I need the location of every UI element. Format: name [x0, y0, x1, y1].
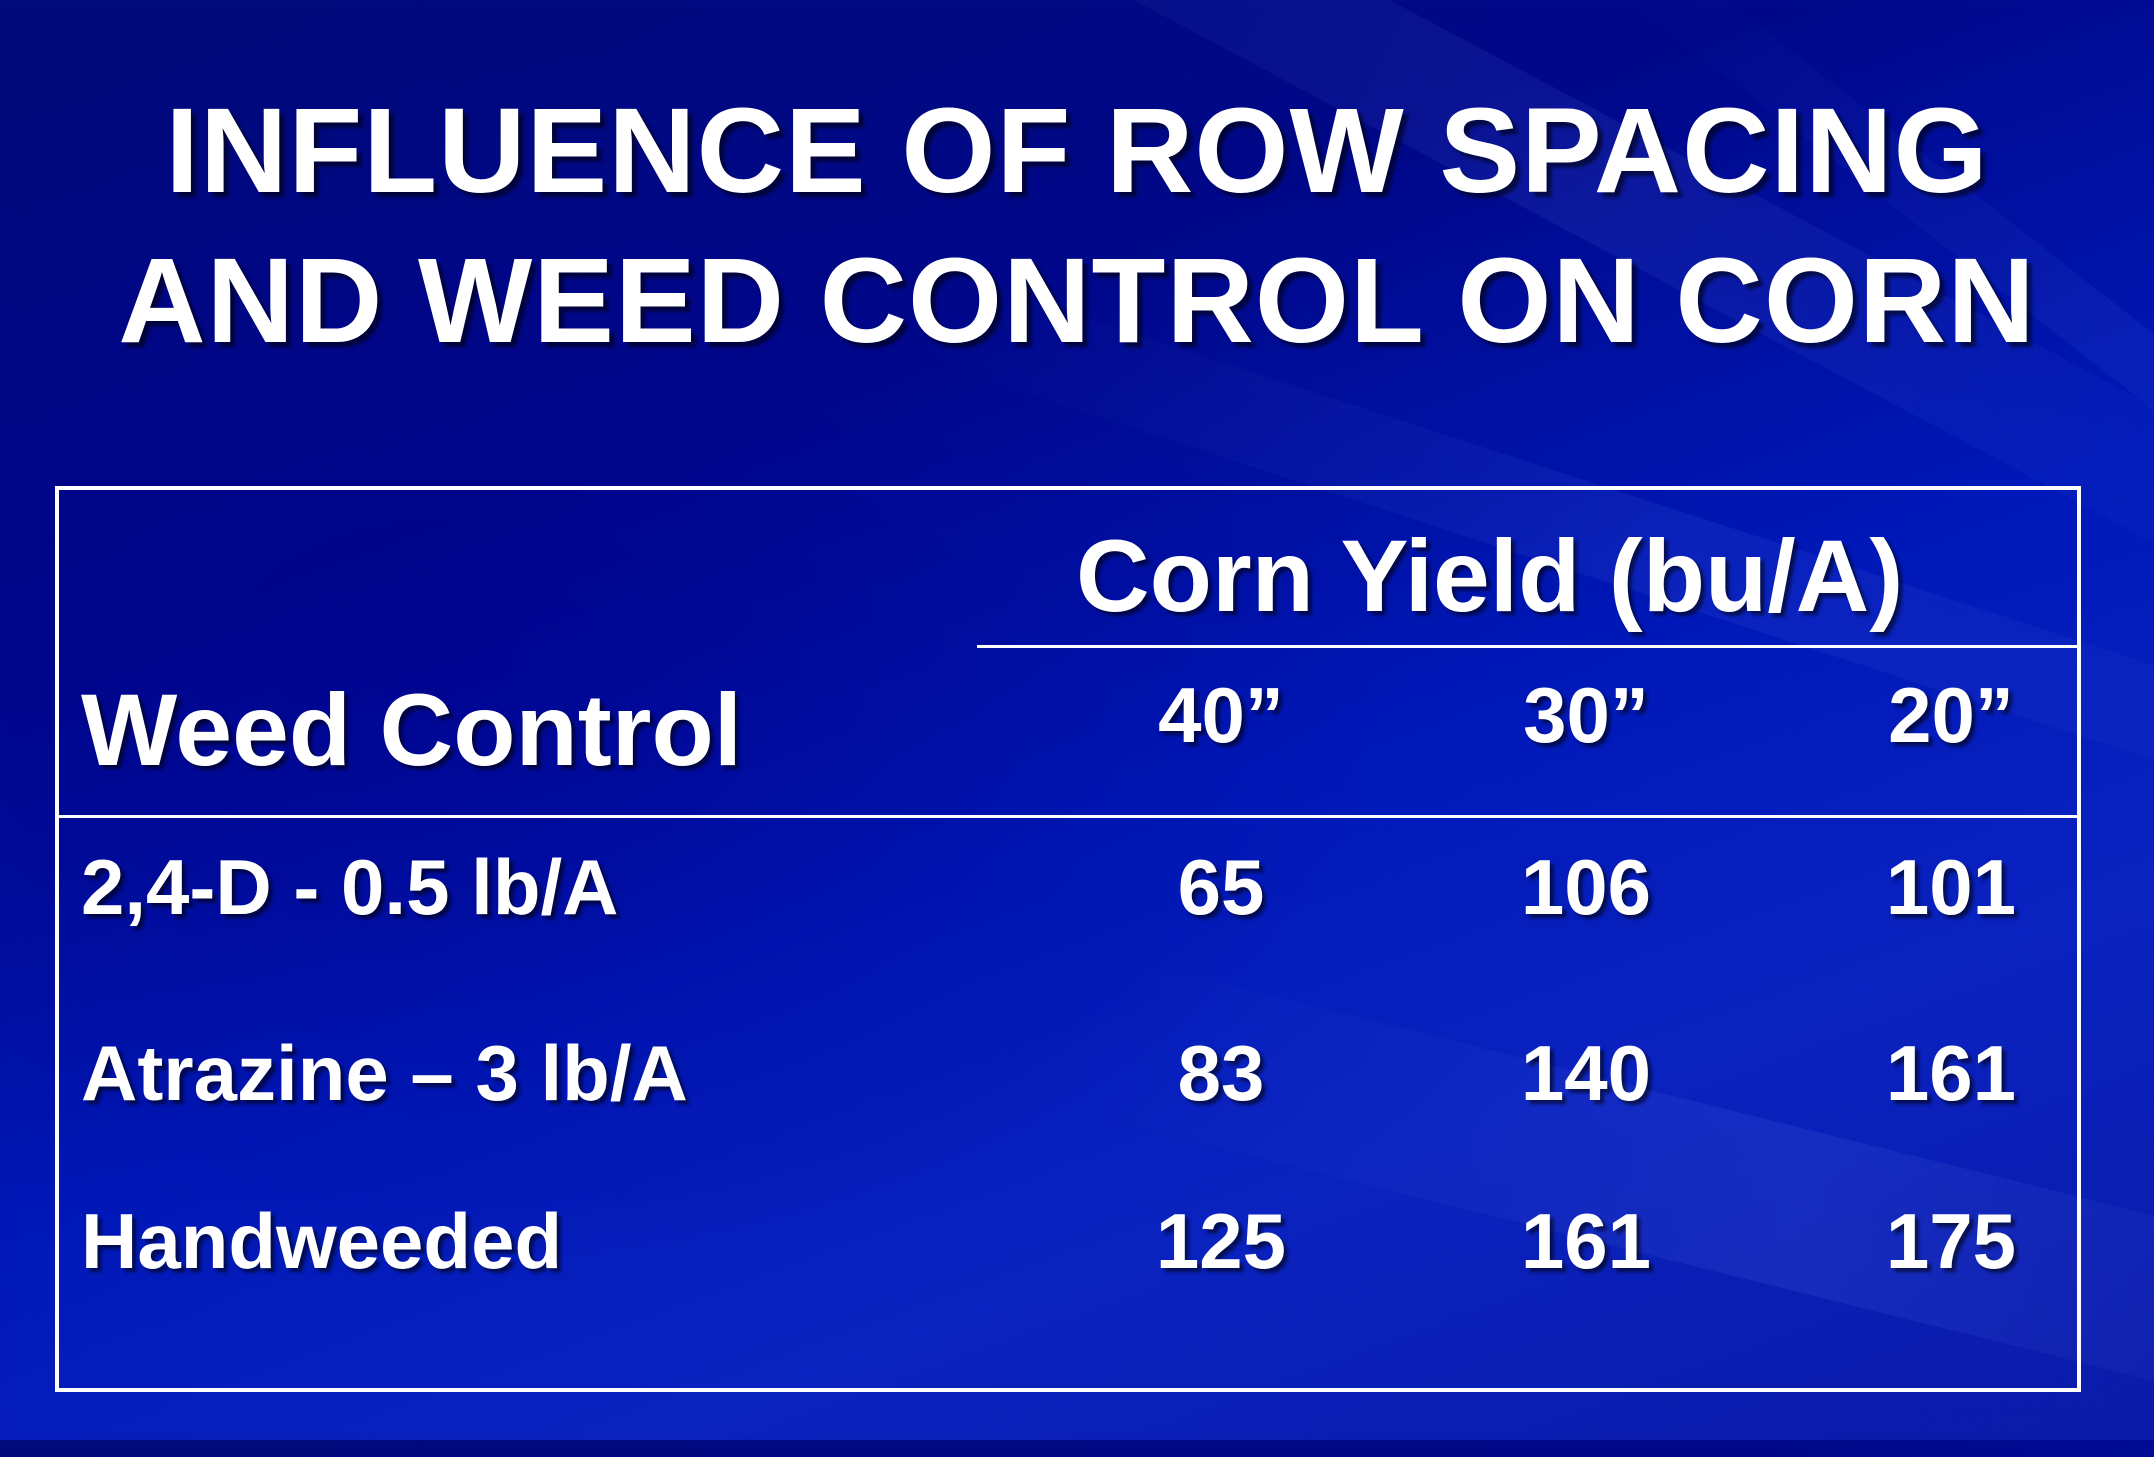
table-cell: 106 [1520, 843, 1652, 931]
slide-title-line-2: AND WEED CONTROL ON CORN [118, 232, 2036, 368]
corn-yield-rule [977, 645, 2078, 648]
column-header-20: 20” [1888, 671, 2014, 759]
corn-yield-header: Corn Yield (bu/A) [1076, 519, 1904, 633]
yield-table: Corn Yield (bu/A) Weed Control 40” 30” 2… [55, 486, 2081, 1392]
table-cell: 175 [1885, 1197, 2017, 1285]
table-cell: 161 [1520, 1197, 1652, 1285]
slide-title-line-1: INFLUENCE OF ROW SPACING [165, 82, 1989, 218]
table-cell: 101 [1885, 843, 2017, 931]
row-label-atrazine: Atrazine – 3 lb/A [81, 1029, 688, 1117]
slide-title: INFLUENCE OF ROW SPACING AND WEED CONTRO… [0, 75, 2154, 375]
table-cell: 140 [1520, 1029, 1652, 1117]
column-header-30: 30” [1523, 671, 1649, 759]
row-label-24d: 2,4-D - 0.5 lb/A [81, 843, 619, 931]
weed-control-header: Weed Control [81, 673, 743, 787]
table-cell: 161 [1885, 1029, 2017, 1117]
column-header-40: 40” [1158, 671, 1284, 759]
row-label-handweeded: Handweeded [81, 1197, 563, 1285]
header-rule [59, 815, 2078, 818]
table-cell: 83 [1177, 1029, 1265, 1117]
table-cell: 125 [1155, 1197, 1287, 1285]
table-cell: 65 [1177, 843, 1265, 931]
